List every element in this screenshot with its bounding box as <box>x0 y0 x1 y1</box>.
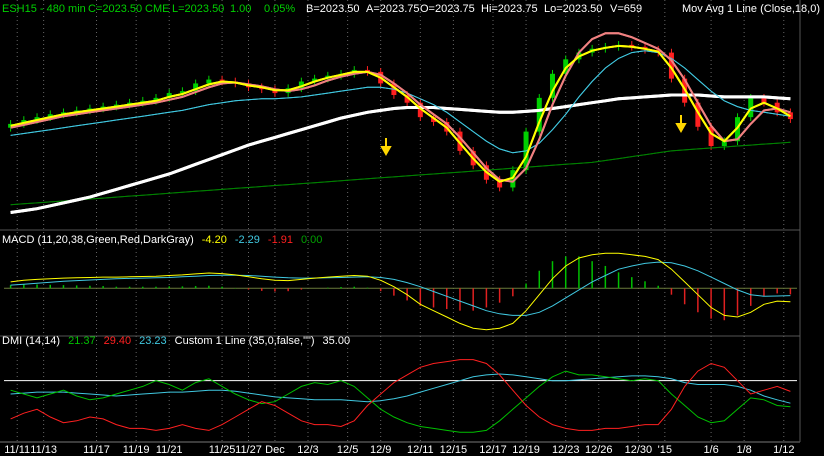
signal-arrows <box>380 115 687 157</box>
x-tick-label: 12/23 <box>552 444 580 456</box>
readout: 23.23 <box>139 335 167 347</box>
candle-body <box>708 126 714 147</box>
arrow-head <box>380 146 392 157</box>
x-tick-label: 1/12 <box>773 444 794 456</box>
indicator-label: Mov Avg 1 Line (Close,18,0) <box>682 3 820 15</box>
candle-body <box>206 79 212 84</box>
low: Lo=2023.50 <box>544 3 602 15</box>
candle-body <box>179 91 185 94</box>
high: Hi=2023.75 <box>481 3 538 15</box>
candle-body <box>153 97 159 101</box>
candle-body <box>497 179 503 188</box>
series-line <box>10 93 791 214</box>
candle-body <box>298 81 304 89</box>
change: 1.00 <box>230 3 251 15</box>
x-tick-label: Dec <box>265 444 285 456</box>
x-tick-label: 11/17 <box>83 444 110 456</box>
series-line <box>10 252 791 331</box>
candle-body <box>404 94 410 103</box>
readout: 21.37 <box>68 335 96 347</box>
candle-body <box>563 59 569 74</box>
bid: B=2023.50 <box>306 3 360 15</box>
change-pct: 0.05% <box>264 3 295 15</box>
x-tick-label: 12/17 <box>479 444 507 456</box>
candle-body <box>312 78 318 82</box>
candle-body <box>47 114 53 118</box>
panel-title: DMI (14,14) <box>2 335 60 347</box>
x-tick-label: 12/9 <box>370 444 391 456</box>
x-tick-label: 1/8 <box>736 444 751 456</box>
series-line <box>10 44 791 183</box>
candle-body <box>536 97 542 132</box>
candle-body <box>668 52 674 79</box>
readout: 29.40 <box>104 335 132 347</box>
ask: A=2023.75 <box>366 3 420 15</box>
x-tick-label: 11/27 <box>235 444 262 456</box>
arrow-head <box>675 123 687 134</box>
panel-title: MACD (11,20,38,Green,Red,DarkGray) <box>2 234 194 246</box>
x-tick-label: 11/25 <box>209 444 236 456</box>
series-line <box>10 373 791 404</box>
hline-label: 35.00 <box>323 335 351 347</box>
candle-body <box>761 97 767 103</box>
candle-body <box>735 117 741 142</box>
x-tick-label: 12/15 <box>440 444 468 456</box>
exchange: CME <box>145 3 169 15</box>
close: C=2023.50 <box>88 3 142 15</box>
series-line <box>10 141 791 206</box>
volume: V=659 <box>610 3 642 15</box>
open: O=2023.75 <box>420 3 475 15</box>
readout: 0.00 <box>301 234 322 246</box>
candle-body <box>431 117 437 122</box>
x-tick-label: 12/11 <box>407 444 434 456</box>
candle-body <box>417 102 423 118</box>
series-line <box>10 370 791 433</box>
series-line <box>10 359 791 431</box>
candle-body <box>549 73 555 98</box>
x-tick-label: 12/19 <box>512 444 540 456</box>
series-line <box>10 261 791 316</box>
x-tick-label: 11/21 <box>156 444 183 456</box>
candle-body <box>166 93 172 98</box>
x-tick-label: 12/30 <box>625 444 653 456</box>
x-tick-label: 11/11 <box>4 444 30 456</box>
readout: -1.91 <box>268 234 293 246</box>
candle-body <box>695 102 701 127</box>
x-tick-label: 12/5 <box>337 444 358 456</box>
x-tick-label: 11/13 <box>30 444 57 456</box>
readout: -2.29 <box>235 234 260 246</box>
x-tick-label: 11/19 <box>123 444 150 456</box>
series-line <box>10 32 791 183</box>
candle-body <box>193 83 199 92</box>
candle-body <box>721 141 727 147</box>
x-tick-label: 1/6 <box>703 444 718 456</box>
hline-name: Custom 1 Line (35,0,false,"") <box>175 335 315 347</box>
candle-body <box>34 117 40 121</box>
candle-body <box>457 131 463 151</box>
last: L=2023.50 <box>172 3 224 15</box>
readout: -4.20 <box>202 234 227 246</box>
x-tick-label: 12/26 <box>585 444 613 456</box>
x-tick-label: 12/3 <box>297 444 318 456</box>
x-tick-label: '15 <box>658 444 672 456</box>
